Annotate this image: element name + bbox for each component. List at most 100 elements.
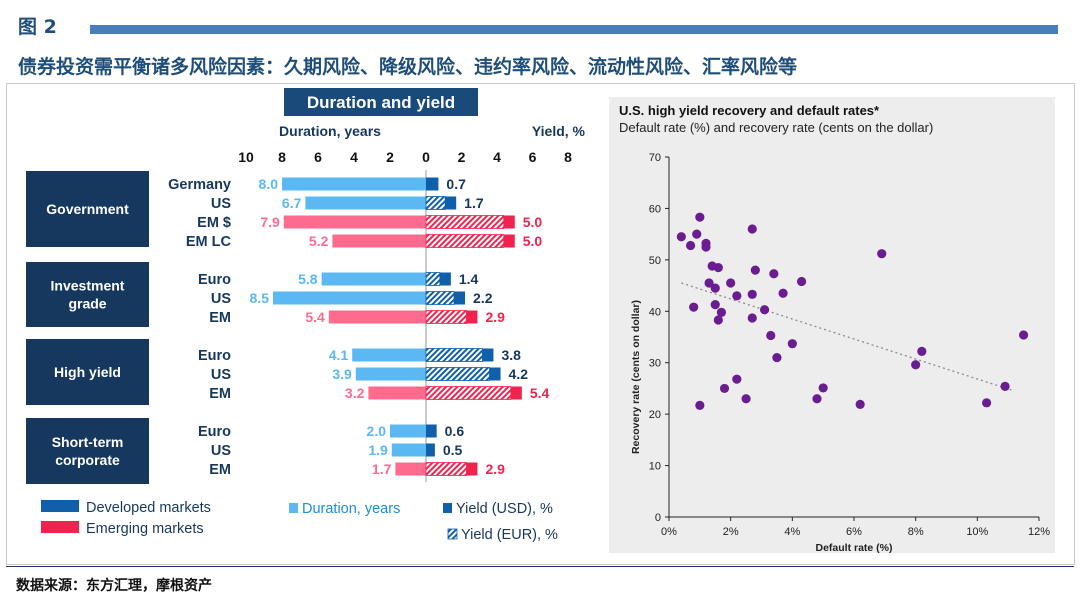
- scatter-point: [766, 330, 776, 341]
- group-label: Government: [46, 201, 129, 217]
- x-tick-label: 10%: [966, 526, 988, 538]
- yield-value-label: 0.7: [446, 176, 466, 192]
- scatter-point: [741, 394, 751, 404]
- scatter-point: [726, 278, 736, 288]
- scatter-title: U.S. high yield recovery and default rat…: [619, 103, 880, 118]
- scatter-point: [759, 305, 770, 315]
- row-label: EM: [209, 310, 231, 326]
- legend-emerging-swatch: [41, 521, 79, 533]
- row-label: Euro: [198, 272, 231, 288]
- duration-bar: [282, 177, 426, 191]
- yield-eur-bar: [425, 367, 490, 381]
- yield-usd-bar: [503, 215, 515, 229]
- yield-eur-bar: [425, 215, 505, 229]
- duration-value-label: 5.4: [305, 309, 325, 325]
- yield-usd-bar: [489, 367, 501, 381]
- duration-value-label: 8.0: [259, 176, 279, 192]
- row-label: Euro: [198, 348, 231, 364]
- group-box: [26, 262, 149, 327]
- yield-value-label: 1.4: [459, 271, 479, 287]
- yield-eur-bar: [425, 291, 455, 305]
- group-box: [26, 171, 149, 247]
- scatter-point: [713, 315, 723, 325]
- duration-yield-chart: Duration and yield Duration, years Yield, …: [26, 88, 586, 543]
- scatter-point: [787, 339, 797, 349]
- legend-yield-eur-label: Yield (EUR), %: [461, 527, 558, 543]
- scatter-point: [716, 307, 727, 317]
- scatter-point: [769, 269, 779, 279]
- yield-tick-label: 4: [493, 149, 501, 165]
- yield-usd-bar: [426, 424, 437, 438]
- chart-title: Duration and yield: [307, 93, 455, 112]
- group-label: High yield: [54, 364, 121, 380]
- scatter-point: [778, 288, 788, 298]
- row-label: US: [211, 443, 231, 459]
- duration-axis-label: Duration, years: [279, 123, 381, 139]
- scatter-point: [1000, 381, 1010, 391]
- yield-eur-bar: [425, 234, 505, 248]
- scatter-point: [911, 360, 921, 370]
- duration-bar: [395, 462, 426, 476]
- duration-bar: [283, 215, 426, 229]
- duration-bar: [328, 310, 426, 324]
- scatter-point: [812, 394, 822, 404]
- duration-tick-label: 8: [278, 149, 286, 165]
- yield-eur-bar: [425, 386, 512, 400]
- scatter-point: [877, 249, 887, 259]
- scatter-point: [676, 232, 686, 242]
- yield-value-label: 2.2: [473, 290, 493, 306]
- x-tick-label: 2%: [723, 526, 739, 538]
- legend-yield-eur-swatch: [447, 528, 458, 540]
- yield-eur-bar: [425, 348, 483, 362]
- page-subtitle: 债券投资需平衡诸多风险因素：久期风险、降级风险、违约率风险、流动性风险、汇率风险…: [18, 56, 798, 78]
- scatter-point: [732, 291, 742, 301]
- duration-value-label: 8.5: [250, 290, 270, 306]
- duration-bar: [368, 386, 426, 400]
- recovery-default-scatter-chart: U.S. high yield recovery and default rat…: [619, 103, 1050, 553]
- row-label: US: [211, 196, 231, 212]
- yield-value-label: 2.9: [485, 309, 505, 325]
- x-tick-label: 12%: [1028, 526, 1050, 538]
- yield-usd-bar: [510, 386, 522, 400]
- scatter-point: [747, 289, 757, 299]
- scatter-point: [719, 383, 730, 394]
- legend-developed-swatch: [41, 500, 79, 512]
- scatter-point: [710, 300, 720, 310]
- scatter-point: [692, 229, 702, 239]
- scatter-point: [750, 265, 760, 275]
- group-label: corporate: [55, 452, 120, 468]
- y-tick-label: 0: [655, 512, 661, 524]
- scatter-point: [710, 283, 720, 293]
- yield-usd-bar: [454, 291, 466, 305]
- row-label: Euro: [198, 424, 231, 440]
- scatter-point: [772, 352, 782, 363]
- scatter-point: [695, 212, 705, 222]
- footer-rule: [6, 566, 1074, 567]
- scatter-subtitle: Default rate (%) and recovery rate (cent…: [619, 120, 933, 135]
- yield-usd-bar: [466, 462, 478, 476]
- yield-axis-label: Yield, %: [532, 123, 586, 139]
- legend-duration-swatch: [289, 503, 298, 513]
- yield-usd-bar: [482, 348, 494, 362]
- duration-value-label: 3.9: [332, 366, 352, 382]
- yield-eur-bar: [425, 462, 467, 476]
- yield-usd-bar: [503, 234, 515, 248]
- duration-value-label: 7.9: [260, 214, 280, 230]
- duration-value-label: 5.8: [298, 271, 318, 287]
- row-label: EM: [209, 386, 231, 402]
- duration-value-label: 5.2: [309, 233, 329, 249]
- duration-bar: [321, 272, 426, 286]
- yield-usd-bar: [426, 177, 439, 191]
- row-label: EM $: [197, 215, 231, 231]
- scatter-point: [732, 374, 742, 384]
- scatter-point: [747, 224, 757, 234]
- y-tick-label: 30: [649, 358, 661, 370]
- y-tick-label: 10: [649, 461, 661, 473]
- duration-bar: [355, 367, 426, 381]
- scatter-point: [981, 398, 992, 408]
- duration-tick-label: 10: [238, 149, 254, 165]
- group-box: [26, 418, 149, 484]
- y-tick-label: 60: [649, 203, 661, 215]
- yield-usd-bar: [445, 196, 457, 210]
- yield-value-label: 2.9: [485, 461, 505, 477]
